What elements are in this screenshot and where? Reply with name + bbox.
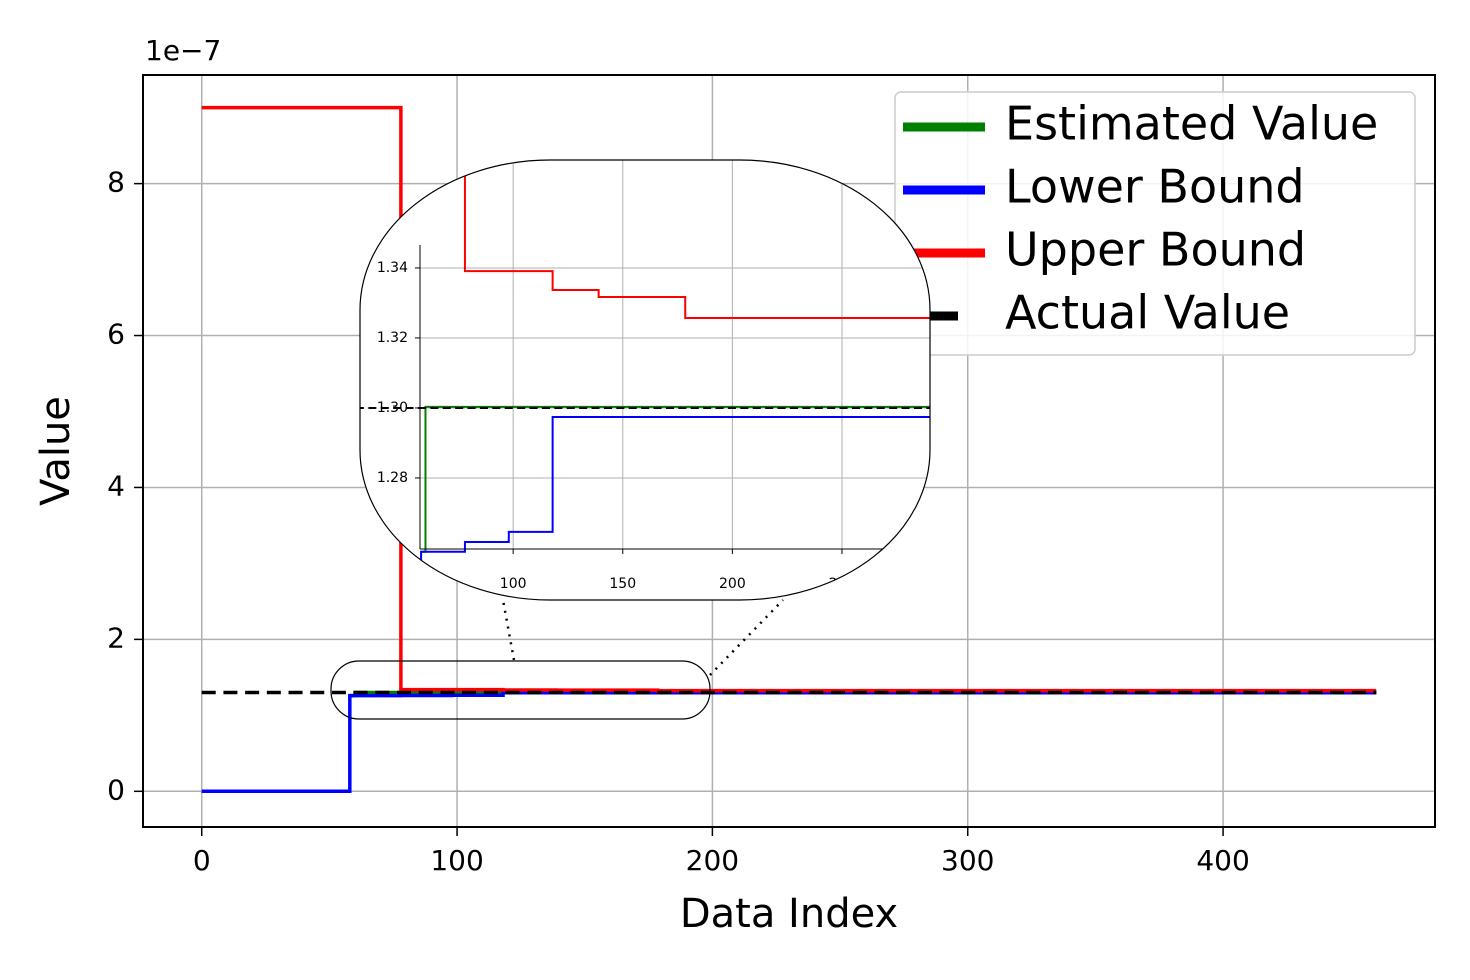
legend-label: Actual Value xyxy=(1005,286,1290,340)
y-tick-label: 0 xyxy=(107,773,125,806)
inset-background xyxy=(360,160,930,600)
plot-frame xyxy=(142,74,1436,828)
y-axis-label: Value xyxy=(33,396,79,506)
x-tick-label: 0 xyxy=(193,844,211,877)
y-tick-label: 8 xyxy=(107,166,125,199)
x-axis-label: Data Index xyxy=(680,891,898,937)
y-tick-label: 2 xyxy=(107,621,125,654)
inset-y-tick-label: 1.30 xyxy=(377,400,408,416)
inset-x-tick-label: 150 xyxy=(609,576,636,592)
line-series xyxy=(201,690,1377,794)
y-tick-label: 4 xyxy=(107,469,125,502)
line-series xyxy=(360,416,930,600)
x-tick-label: 200 xyxy=(686,844,739,877)
zoom-connector xyxy=(709,599,784,676)
inset-border xyxy=(359,159,931,601)
inset-x-tick-label: 200 xyxy=(719,576,746,592)
zoom-region xyxy=(330,660,711,720)
inset-y-tick-label: 1.28 xyxy=(377,470,408,486)
legend-label: Upper Bound xyxy=(1005,223,1306,277)
y-tick-label: 6 xyxy=(107,318,125,351)
offset-text: 1e−7 xyxy=(145,34,221,67)
x-tick-label: 100 xyxy=(430,844,483,877)
inset-y-tick-label: 1.34 xyxy=(377,260,408,276)
inset-y-tick-label: 1.32 xyxy=(377,330,408,346)
x-tick-label: 400 xyxy=(1196,844,1249,877)
line-series xyxy=(360,160,930,319)
legend-label: Estimated Value xyxy=(1005,97,1378,151)
x-tick-label: 300 xyxy=(941,844,994,877)
inset-x-tick-label: 100 xyxy=(500,576,527,592)
legend-label: Lower Bound xyxy=(1005,160,1305,214)
